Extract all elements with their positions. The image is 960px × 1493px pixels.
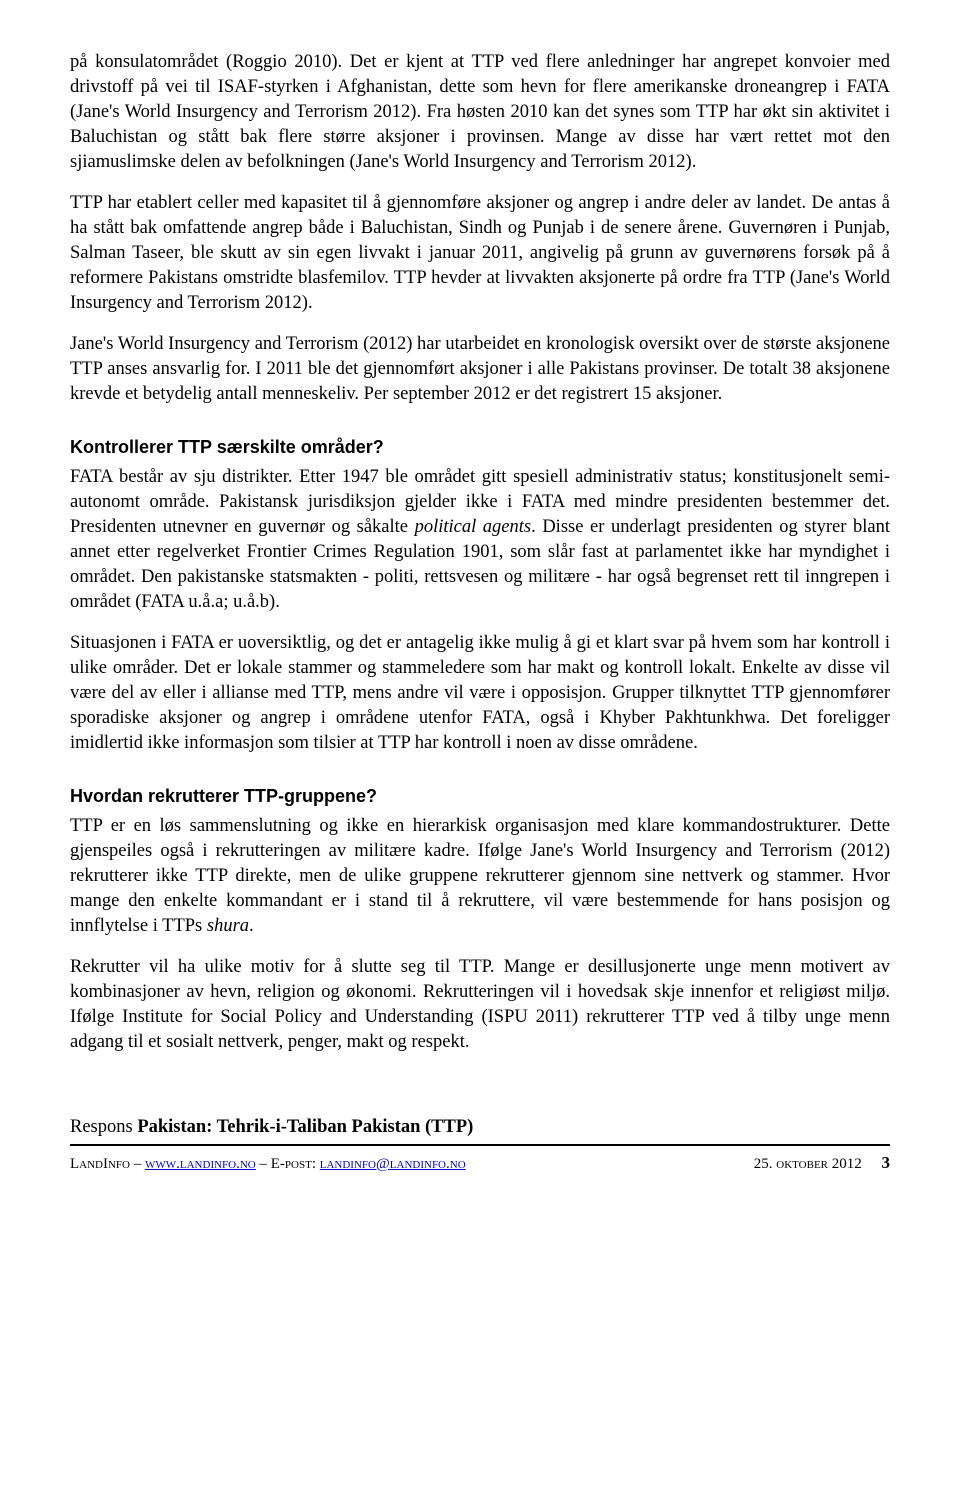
- body-paragraph: Rekrutter vil ha ulike motiv for å slutt…: [70, 955, 890, 1055]
- footer-title-bold: Pakistan: Tehrik-i-Taliban Pakistan (TTP…: [137, 1117, 473, 1137]
- footer-rule: [70, 1144, 890, 1146]
- footer-date: 25. oktober 2012: [754, 1156, 862, 1172]
- footer-link-website[interactable]: www.landinfo.no: [145, 1156, 256, 1172]
- text-run: TTP er en løs sammenslutning og ikke en …: [70, 816, 890, 936]
- footer-right: 25. oktober 2012 3: [754, 1152, 890, 1175]
- body-paragraph: Jane's World Insurgency and Terrorism (2…: [70, 332, 890, 407]
- italic-text: political agents: [415, 517, 532, 537]
- footer-sep: –: [256, 1156, 271, 1172]
- body-paragraph: på konsulatområdet (Roggio 2010). Det er…: [70, 50, 890, 175]
- footer-info-line: LandInfo – www.landinfo.no – E-post: lan…: [70, 1152, 890, 1175]
- footer-epost-label: E-post:: [271, 1156, 320, 1172]
- section-heading: Kontrollerer TTP særskilte områder?: [70, 435, 890, 459]
- body-paragraph: FATA består av sju distrikter. Etter 194…: [70, 465, 890, 615]
- footer-link-email[interactable]: landinfo@landinfo.no: [320, 1156, 466, 1172]
- italic-text: shura: [207, 916, 249, 936]
- text-run: .: [249, 916, 254, 936]
- body-paragraph: Situasjonen i FATA er uoversiktlig, og d…: [70, 631, 890, 756]
- footer-title-prefix: Respons: [70, 1117, 137, 1137]
- footer-sep: –: [130, 1156, 145, 1172]
- page-footer: Respons Pakistan: Tehrik-i-Taliban Pakis…: [70, 1115, 890, 1175]
- section-heading: Hvordan rekrutterer TTP-gruppene?: [70, 784, 890, 808]
- footer-left: LandInfo – www.landinfo.no – E-post: lan…: [70, 1154, 466, 1174]
- body-paragraph: TTP har etablert celler med kapasitet ti…: [70, 191, 890, 316]
- footer-org: LandInfo: [70, 1156, 130, 1172]
- page-number: 3: [882, 1153, 891, 1172]
- footer-doc-title: Respons Pakistan: Tehrik-i-Taliban Pakis…: [70, 1115, 890, 1140]
- body-paragraph: TTP er en løs sammenslutning og ikke en …: [70, 814, 890, 939]
